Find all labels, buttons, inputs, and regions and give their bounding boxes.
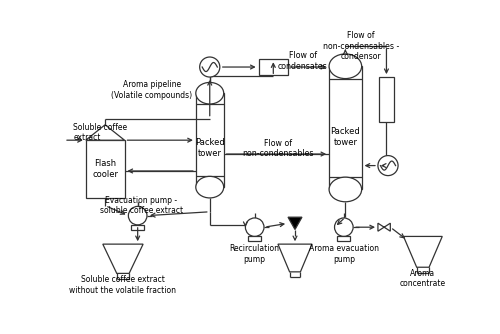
Ellipse shape: [329, 54, 362, 78]
Polygon shape: [278, 244, 312, 272]
Text: Evacuation pump -
soluble coffee extract: Evacuation pump - soluble coffee extract: [100, 196, 183, 215]
Text: Aroma
concentrate: Aroma concentrate: [400, 269, 446, 289]
Text: Soluble coffee
extract: Soluble coffee extract: [74, 123, 128, 142]
Polygon shape: [288, 217, 302, 229]
Bar: [131, 225, 144, 229]
Bar: [338, 236, 350, 241]
Bar: [258, 59, 288, 75]
Bar: [378, 77, 394, 122]
Text: Flow of
non-condensables: Flow of non-condensables: [242, 139, 314, 158]
Text: Soluble coffee extract
without the volatile fraction: Soluble coffee extract without the volat…: [70, 275, 176, 295]
Ellipse shape: [329, 177, 362, 202]
Text: Recirculation
pump: Recirculation pump: [230, 244, 280, 264]
Circle shape: [128, 206, 147, 225]
Text: Aroma pipeline
(Volatile compounds): Aroma pipeline (Volatile compounds): [111, 80, 192, 100]
Polygon shape: [103, 244, 143, 274]
Text: Flow of
condensates: Flow of condensates: [278, 51, 328, 70]
Text: Flow of
non-condensables -
condensor: Flow of non-condensables - condensor: [323, 31, 399, 61]
Circle shape: [200, 57, 220, 77]
Text: Aroma evacuation
pump: Aroma evacuation pump: [309, 244, 379, 264]
Ellipse shape: [196, 176, 224, 198]
Ellipse shape: [196, 82, 224, 104]
Bar: [86, 140, 124, 198]
Text: Packed
tower: Packed tower: [330, 127, 360, 147]
Polygon shape: [378, 223, 390, 231]
Bar: [248, 236, 261, 241]
Text: Flash
cooler: Flash cooler: [92, 159, 118, 179]
Text: Packed
tower: Packed tower: [195, 138, 224, 158]
Polygon shape: [404, 236, 442, 267]
Circle shape: [334, 218, 353, 236]
Circle shape: [246, 218, 264, 236]
Bar: [196, 93, 224, 187]
Bar: [329, 66, 362, 189]
Polygon shape: [86, 125, 124, 140]
Circle shape: [378, 156, 398, 176]
